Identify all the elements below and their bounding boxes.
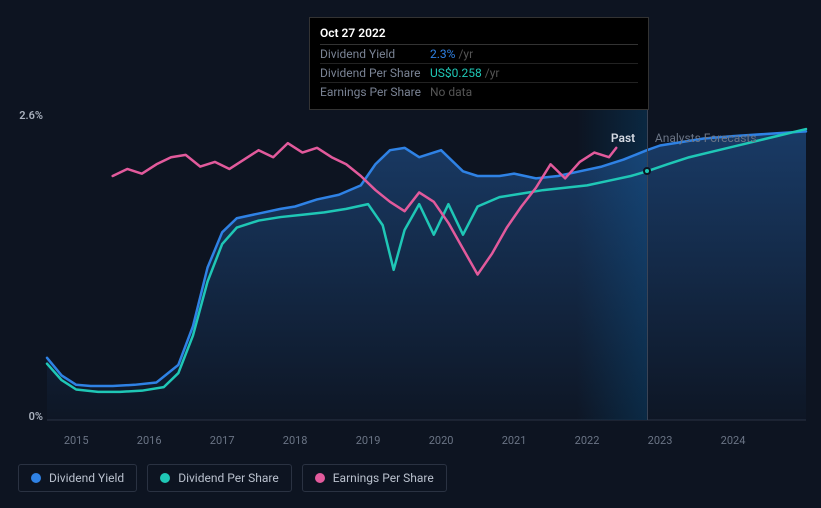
legend-label: Earnings Per Share	[333, 471, 434, 485]
x-tick: 2020	[429, 434, 454, 447]
x-tick: 2022	[575, 434, 600, 447]
legend-label: Dividend Yield	[49, 471, 124, 485]
tooltip-unit: /yr	[485, 66, 500, 80]
legend-item-dividend-yield[interactable]: Dividend Yield	[18, 464, 137, 492]
x-tick: 2023	[648, 434, 673, 447]
chart-svg	[0, 105, 821, 430]
cursor-line	[647, 105, 648, 420]
x-tick: 2019	[356, 434, 381, 447]
legend: Dividend Yield Dividend Per Share Earnin…	[18, 464, 447, 492]
past-label: Past	[611, 131, 635, 145]
tooltip-no-data: No data	[430, 85, 472, 99]
legend-dot-icon	[160, 473, 170, 483]
chart-area[interactable]: 2.6% 0% Past Analysts Forecasts 20152016…	[0, 105, 821, 450]
tooltip-row-dividend-yield: Dividend Yield 2.3% /yr	[320, 45, 638, 64]
x-tick: 2016	[137, 434, 162, 447]
x-tick: 2021	[502, 434, 527, 447]
legend-item-dividend-per-share[interactable]: Dividend Per Share	[147, 464, 292, 492]
x-tick: 2017	[210, 434, 235, 447]
tooltip-label: Dividend Per Share	[320, 66, 430, 80]
chart-tooltip: Oct 27 2022 Dividend Yield 2.3% /yr Divi…	[309, 17, 649, 110]
legend-dot-icon	[315, 473, 325, 483]
tooltip-value: US$0.258	[430, 66, 482, 80]
x-tick: 2024	[721, 434, 746, 447]
legend-dot-icon	[31, 473, 41, 483]
forecast-label: Analysts Forecasts	[655, 131, 757, 145]
legend-item-earnings-per-share[interactable]: Earnings Per Share	[302, 464, 447, 492]
tooltip-value: 2.3%	[430, 47, 455, 61]
x-tick: 2018	[283, 434, 308, 447]
tooltip-label: Earnings Per Share	[320, 85, 430, 99]
tooltip-date: Oct 27 2022	[320, 26, 638, 45]
x-tick: 2015	[64, 434, 89, 447]
tooltip-row-earnings-per-share: Earnings Per Share No data	[320, 83, 638, 101]
tooltip-label: Dividend Yield	[320, 47, 430, 61]
legend-label: Dividend Per Share	[178, 471, 279, 485]
tooltip-row-dividend-per-share: Dividend Per Share US$0.258 /yr	[320, 64, 638, 83]
tooltip-unit: /yr	[458, 47, 473, 61]
cursor-marker-dot	[643, 167, 651, 175]
